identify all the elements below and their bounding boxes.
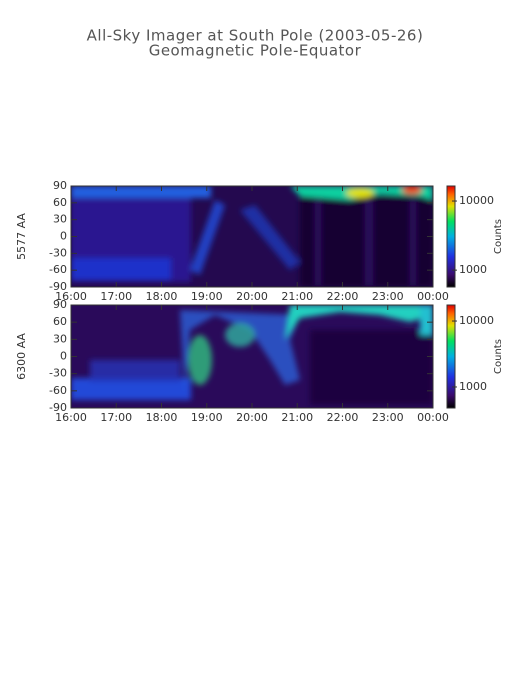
colorbar-label: Counts xyxy=(493,219,504,254)
x-tick-label: 17:00 xyxy=(100,411,132,424)
y-axis-label: 6300 AA xyxy=(15,333,28,380)
colorbar-tick-label: 10000 xyxy=(459,314,494,327)
x-tick-label: 18:00 xyxy=(146,411,178,424)
colorbar xyxy=(446,185,456,288)
x-tick-label: 22:00 xyxy=(327,290,359,303)
y-tick-label: -30 xyxy=(49,246,67,259)
x-tick-label: 16:00 xyxy=(55,411,87,424)
y-tick-label: -90 xyxy=(49,280,67,293)
y-tick-label: 30 xyxy=(53,332,67,345)
y-tick-label: -60 xyxy=(49,384,67,397)
x-tick-label: 19:00 xyxy=(191,411,223,424)
x-tick-label: 23:00 xyxy=(372,411,404,424)
x-tick-label: 22:00 xyxy=(327,411,359,424)
x-tick-label: 20:00 xyxy=(236,290,268,303)
y-tick-label: 90 xyxy=(53,298,67,311)
x-tick-label: 00:00 xyxy=(417,411,449,424)
x-tick-label: 23:00 xyxy=(372,290,404,303)
colorbar-tick-label: 1000 xyxy=(459,380,487,393)
heatmap-image xyxy=(71,186,433,287)
y-tick-label: 60 xyxy=(53,196,67,209)
figure-subtitle: Geomagnetic Pole-Equator xyxy=(149,42,362,60)
x-tick-label: 21:00 xyxy=(281,411,313,424)
colorbar xyxy=(446,304,456,409)
x-tick-label: 00:00 xyxy=(417,290,449,303)
y-tick-label: 0 xyxy=(60,230,67,243)
colorbar-label: Counts xyxy=(493,339,504,374)
x-tick-label: 18:00 xyxy=(146,290,178,303)
x-tick-label: 21:00 xyxy=(281,290,313,303)
heatmap-image xyxy=(71,305,433,408)
y-tick-label: 0 xyxy=(60,350,67,363)
y-tick-label: 30 xyxy=(53,213,67,226)
figure-title: All-Sky Imager at South Pole (2003-05-26… xyxy=(87,27,424,45)
y-tick-label: -60 xyxy=(49,263,67,276)
colorbar-tick-label: 1000 xyxy=(459,263,487,276)
x-tick-label: 20:00 xyxy=(236,411,268,424)
y-tick-label: -30 xyxy=(49,367,67,380)
y-tick-label: -90 xyxy=(49,401,67,414)
colorbar-tick-label: 10000 xyxy=(459,194,494,207)
y-axis-label: 5577 AA xyxy=(15,213,28,260)
x-tick-label: 17:00 xyxy=(100,290,132,303)
y-tick-label: 90 xyxy=(53,179,67,192)
x-tick-label: 19:00 xyxy=(191,290,223,303)
y-tick-label: 60 xyxy=(53,315,67,328)
x-tick-label: 16:00 xyxy=(55,290,87,303)
